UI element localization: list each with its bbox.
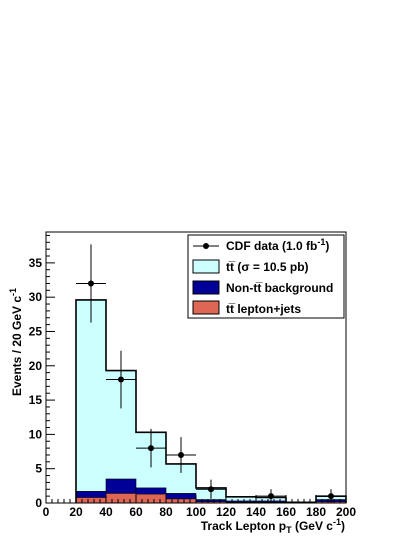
- data-points: [76, 244, 346, 503]
- y-tick-label: 35: [29, 256, 43, 270]
- x-tick-label: 180: [306, 505, 326, 519]
- y-tick-label: 30: [29, 290, 43, 304]
- x-tick-label: 200: [336, 505, 356, 519]
- bar-ttbar: [226, 496, 256, 503]
- svg-text:Non-tt̅ background: Non-tt̅ background: [226, 281, 333, 295]
- data-point: [316, 489, 346, 503]
- data-point: [136, 428, 166, 468]
- bar-ttbar: [76, 299, 106, 503]
- y-tick-label: 5: [35, 462, 42, 476]
- y-tick-label: 15: [29, 393, 43, 407]
- data-point: [196, 479, 226, 499]
- y-tick-label: 0: [35, 496, 42, 510]
- x-tick-label: 80: [159, 505, 173, 519]
- x-tick-label: 20: [69, 505, 83, 519]
- y-axis-label: Events / 20 GeV c-1: [8, 288, 24, 396]
- legend: CDF data (1.0 fb-1) tt̅ (σ = 10.5 pb) No…: [187, 234, 345, 319]
- y-tick-label: 25: [29, 324, 43, 338]
- y-axis-ticks: 0 5 10 15 20 25 30 35: [29, 234, 55, 510]
- y-tick-label: 20: [29, 359, 43, 373]
- x-tick-label: 60: [129, 505, 143, 519]
- x-tick-label: 100: [186, 505, 206, 519]
- x-tick-label: 160: [276, 505, 296, 519]
- legend-entry-lepton-jets: tt̅ lepton+jets: [192, 300, 301, 316]
- bar-lepton-jets: [105, 493, 137, 504]
- data-point: [256, 489, 286, 503]
- x-axis-label: Track Lepton pT (GeV c-1): [201, 517, 345, 535]
- data-point: [106, 350, 136, 409]
- y-tick-label: 10: [29, 427, 43, 441]
- legend-entry-data: CDF data (1.0 fb-1): [193, 237, 329, 253]
- bar-lepton-jets: [135, 493, 167, 504]
- svg-text:tt̅ (σ = 10.5 pb): tt̅ (σ = 10.5 pb): [226, 260, 309, 274]
- svg-text:tt̅ lepton+jets: tt̅ lepton+jets: [226, 302, 301, 316]
- data-point: [76, 244, 106, 323]
- legend-entry-ttbar: tt̅ (σ = 10.5 pb): [192, 259, 309, 274]
- x-tick-label: 0: [43, 505, 50, 519]
- svg-text:CDF data (1.0 fb-1): CDF data (1.0 fb-1): [226, 237, 329, 253]
- x-tick-label: 40: [99, 505, 113, 519]
- x-tick-label: 120: [216, 505, 236, 519]
- data-point: [166, 437, 196, 473]
- bar-lepton-jets: [165, 498, 197, 504]
- x-axis-ticks: 0 20 40 60 80 100 120 140 160 180 200: [43, 495, 356, 519]
- legend-entry-non-ttbar: Non-tt̅ background: [192, 280, 333, 295]
- histogram-bars: [75, 299, 347, 504]
- bar-lepton-jets: [75, 497, 107, 504]
- x-tick-label: 140: [246, 505, 266, 519]
